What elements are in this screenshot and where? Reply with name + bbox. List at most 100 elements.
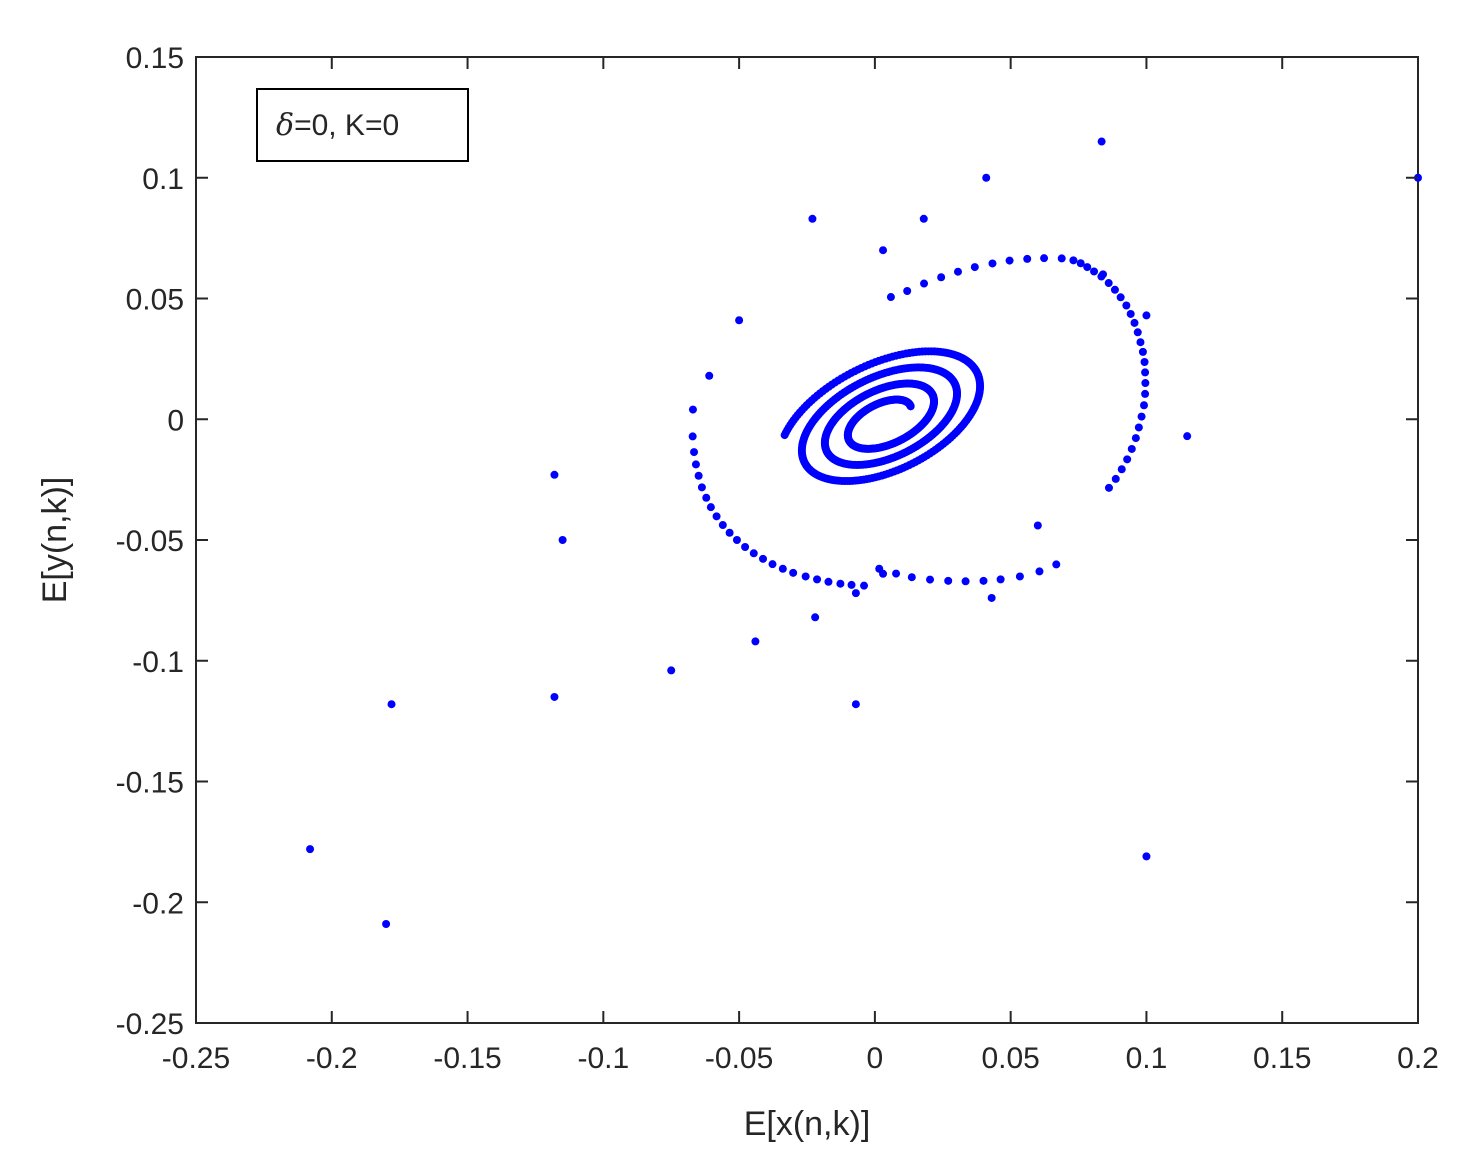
x-tick-label: 0 <box>867 1042 884 1075</box>
plot-area <box>195 56 1422 1024</box>
data-point <box>808 214 817 223</box>
data-point <box>706 503 715 512</box>
x-tick-label: 0.1 <box>1126 1042 1168 1075</box>
y-axis-label: E[y(n,k)] <box>36 477 74 604</box>
data-point <box>694 471 703 480</box>
data-point <box>550 470 559 479</box>
data-point <box>697 483 706 492</box>
data-point <box>1126 309 1135 318</box>
data-point <box>1110 285 1119 294</box>
data-point <box>1140 401 1149 410</box>
data-point <box>1116 293 1125 302</box>
data-point <box>789 568 798 577</box>
data-point <box>811 613 820 622</box>
data-point <box>1123 455 1132 464</box>
data-point <box>725 528 734 537</box>
data-point <box>1141 368 1150 377</box>
x-tick-label: 0.05 <box>981 1042 1039 1075</box>
data-point <box>907 573 916 582</box>
data-point <box>550 692 559 701</box>
data-point <box>944 576 953 585</box>
legend-frame <box>256 88 469 162</box>
y-tick-label: -0.1 <box>132 646 184 679</box>
data-point <box>851 700 860 709</box>
data-point <box>1069 256 1078 265</box>
x-tick-label: 0.15 <box>1253 1042 1311 1075</box>
data-point <box>1057 254 1066 263</box>
data-point <box>732 536 741 544</box>
data-point <box>690 448 699 457</box>
x-axis-ticks: -0.25 -0.2 -0.15 -0.1 -0.05 0 0.05 0.1 0.15 0.2 <box>162 57 1439 1075</box>
data-point <box>982 173 991 182</box>
data-point <box>1097 137 1106 146</box>
data-point <box>768 560 777 569</box>
legend-label: =0, K=0 <box>294 109 399 142</box>
data-point <box>688 405 697 414</box>
data-points <box>306 137 1422 928</box>
data-point <box>879 246 888 255</box>
data-point <box>1141 379 1150 388</box>
data-point <box>1137 412 1146 421</box>
data-point <box>1183 432 1192 441</box>
data-point <box>1052 560 1061 569</box>
data-point <box>937 273 946 282</box>
data-point <box>1040 254 1049 263</box>
data-point <box>892 569 901 578</box>
data-point <box>702 493 711 502</box>
data-point <box>979 576 988 585</box>
y-tick-label: -0.25 <box>116 1008 184 1041</box>
y-tick-label: -0.2 <box>132 887 184 920</box>
data-point <box>1005 256 1014 265</box>
data-point <box>1142 852 1151 861</box>
data-point <box>801 572 810 581</box>
y-tick-label: -0.05 <box>116 525 184 558</box>
data-point <box>1033 521 1042 530</box>
legend-symbol: δ <box>276 108 294 143</box>
data-point <box>718 521 727 530</box>
data-point <box>836 579 845 588</box>
data-point <box>1130 318 1139 327</box>
data-point <box>920 279 929 288</box>
data-point <box>1023 254 1032 263</box>
data-point <box>735 316 744 325</box>
y-axis-ticks: -0.25 -0.2 -0.15 -0.1 -0.05 0 0.05 0.1 0.15 <box>116 42 1418 1041</box>
y-tick-label: 0.05 <box>126 284 184 317</box>
legend-box: δ=0, K=0 <box>256 88 469 162</box>
data-point <box>688 432 697 441</box>
data-point <box>1083 263 1092 272</box>
data-point <box>382 919 391 928</box>
data-point <box>996 575 1005 584</box>
data-point <box>813 575 822 584</box>
x-tick-label: -0.15 <box>433 1042 501 1075</box>
data-point <box>1141 389 1150 398</box>
data-point <box>1104 483 1113 492</box>
data-point <box>1122 301 1131 310</box>
data-point <box>1076 259 1085 268</box>
data-point <box>860 581 869 590</box>
data-point <box>1131 434 1140 443</box>
x-tick-label: -0.2 <box>306 1042 358 1075</box>
y-tick-label: 0.1 <box>142 163 184 196</box>
data-point <box>903 287 912 296</box>
data-point <box>306 845 315 854</box>
data-point <box>712 512 721 521</box>
data-point <box>824 577 833 586</box>
data-point <box>1097 272 1106 281</box>
data-point <box>387 700 396 709</box>
data-point <box>741 543 750 552</box>
data-point <box>847 580 856 589</box>
y-tick-label: 0 <box>167 404 184 437</box>
legend-text: δ=0, K=0 <box>276 108 399 143</box>
data-point <box>1090 267 1099 276</box>
data-point <box>1117 465 1126 474</box>
data-point <box>988 259 997 268</box>
data-point <box>1035 567 1044 576</box>
y-tick-label: -0.15 <box>116 767 184 800</box>
data-point <box>1138 347 1147 356</box>
data-point <box>705 371 714 380</box>
data-point <box>751 637 760 646</box>
data-point <box>780 431 789 440</box>
y-tick-label: 0.15 <box>126 42 184 75</box>
x-tick-label: -0.25 <box>162 1042 230 1075</box>
